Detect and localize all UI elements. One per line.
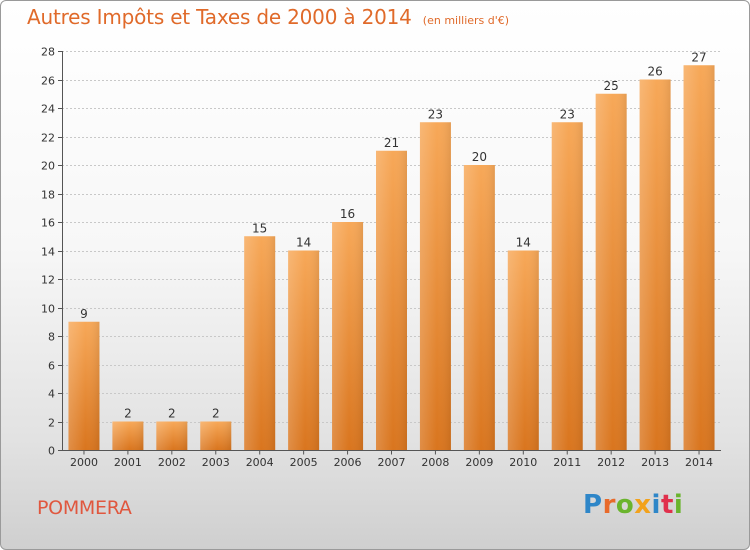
axes [58, 51, 721, 455]
bar [332, 222, 364, 450]
data-label: 21 [384, 136, 399, 150]
bar [419, 122, 451, 450]
y-tick-label: 22 [41, 132, 55, 145]
x-tick-label: 2009 [465, 456, 493, 469]
y-tick-label: 28 [41, 46, 55, 59]
x-tick-label: 2007 [378, 456, 406, 469]
bar [463, 165, 495, 450]
y-tick-label: 4 [48, 388, 55, 401]
x-tick-label: 2005 [290, 456, 318, 469]
x-tick-label: 2001 [114, 456, 142, 469]
proxiti-logo-icon: Proxiti [583, 490, 684, 520]
data-label: 27 [691, 50, 706, 64]
data-label: 9 [80, 307, 88, 321]
chart-subtitle: (en milliers d'€) [422, 14, 510, 27]
data-label: 25 [604, 79, 619, 93]
x-tick-label: 2004 [246, 456, 274, 469]
y-tick-label: 6 [48, 360, 55, 373]
x-tick-label: 2011 [553, 456, 581, 469]
y-tick-label: 18 [41, 189, 55, 202]
data-label: 23 [428, 107, 443, 121]
bar [376, 150, 407, 450]
bar [68, 321, 100, 450]
y-tick-label: 24 [41, 103, 55, 116]
data-label: 15 [252, 221, 267, 235]
data-label: 23 [560, 107, 575, 121]
bar [244, 236, 276, 450]
bar [683, 65, 715, 450]
y-tick-label: 26 [41, 75, 55, 88]
bars [68, 65, 715, 450]
x-tick-label: 2003 [202, 456, 230, 469]
bar [112, 421, 144, 450]
commune-name: POMMERA [37, 497, 132, 519]
data-label: 2 [124, 407, 132, 421]
data-label: 14 [296, 236, 311, 250]
y-tick-label: 0 [48, 445, 55, 458]
data-label: 14 [516, 236, 531, 250]
bar [551, 122, 583, 450]
data-labels: 9 2 2 2 15 14 16 21 23 20 14 23 25 26 27 [80, 50, 707, 420]
data-label: 20 [472, 150, 487, 164]
x-tick-label: 2014 [685, 456, 713, 469]
chart-title-block: Autres Impôts et Taxes de 2000 à 2014 (e… [27, 5, 509, 29]
y-tick-label: 16 [41, 217, 55, 230]
chart-title: Autres Impôts et Taxes de 2000 à 2014 [27, 5, 412, 29]
y-tick-label: 2 [48, 417, 55, 430]
x-tick-label: 2006 [334, 456, 362, 469]
y-tick-label: 20 [41, 160, 55, 173]
bar [200, 421, 232, 450]
x-tick-label: 2002 [158, 456, 186, 469]
bar [639, 79, 671, 450]
x-tick-label: 2012 [597, 456, 625, 469]
data-label: 16 [340, 207, 355, 221]
x-tick-label: 2010 [509, 456, 537, 469]
y-tick-label: 10 [41, 303, 55, 316]
x-tick-labels: 2000 2001 2002 2003 2004 2005 2006 2007 2008 2009… [70, 456, 713, 469]
y-tick-label: 12 [41, 274, 55, 287]
x-tick-label: 2008 [421, 456, 449, 469]
data-label: 26 [647, 65, 662, 79]
x-tick-label: 2013 [641, 456, 669, 469]
data-label: 2 [212, 407, 220, 421]
y-tick-label: 8 [48, 331, 55, 344]
bar [595, 93, 627, 450]
bar [507, 250, 539, 450]
y-tick-label: 14 [41, 246, 55, 259]
bar [288, 250, 320, 450]
data-label: 2 [168, 407, 176, 421]
x-tick-label: 2000 [70, 456, 98, 469]
bar [156, 421, 188, 450]
